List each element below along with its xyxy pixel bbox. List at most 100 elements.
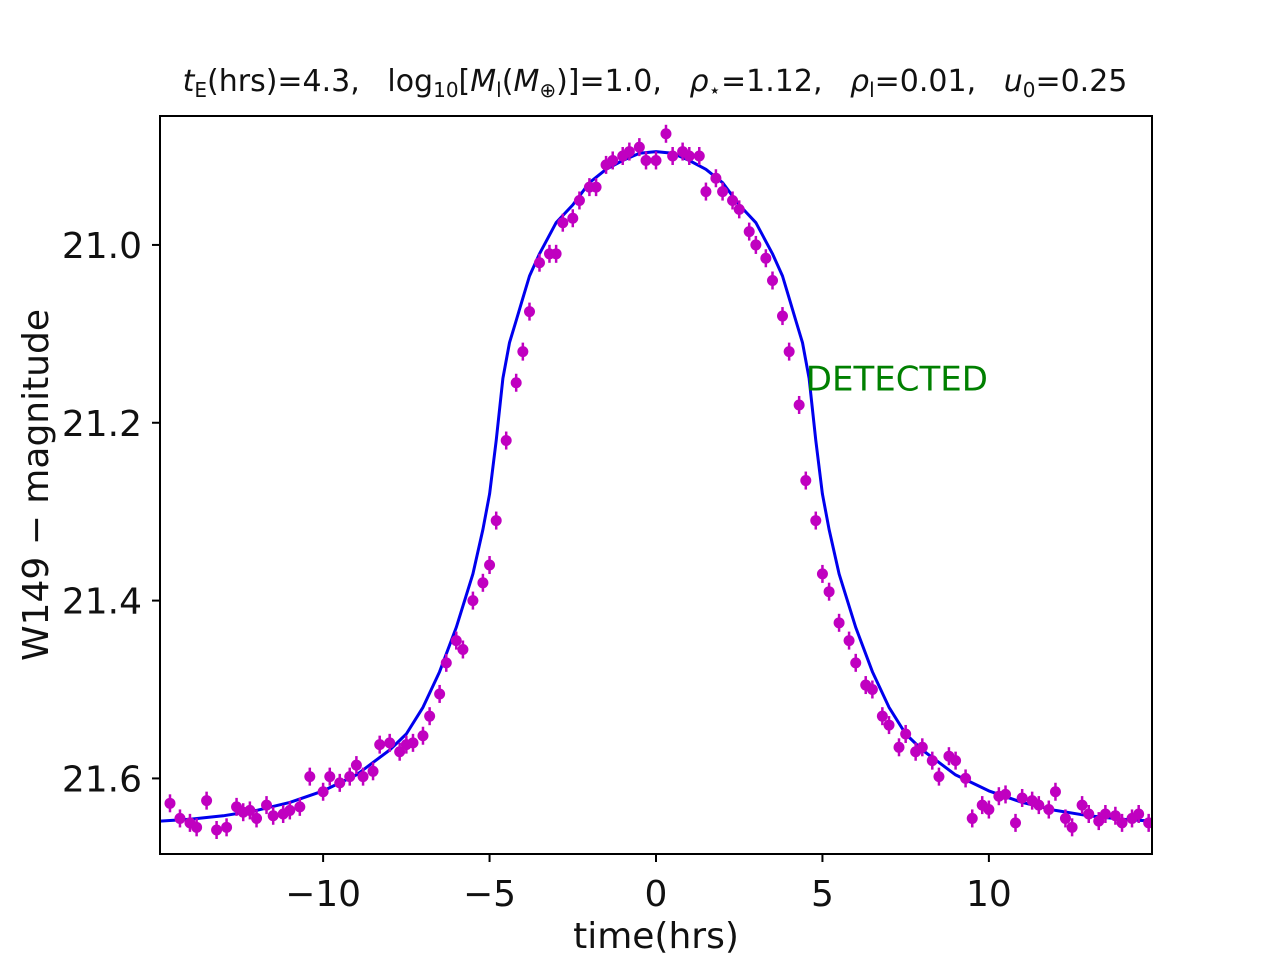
data-point (916, 738, 928, 757)
data-point (500, 431, 512, 450)
data-point (1109, 806, 1121, 825)
point-marker (533, 257, 545, 269)
plot-area (160, 124, 1152, 839)
data-point (793, 395, 805, 414)
point-marker (876, 710, 888, 722)
point-marker (926, 755, 938, 767)
data-point (440, 653, 452, 672)
chart-title: tE(hrs)=4.3, log10[Ml(M⊕)]=1.0, ρ⋆=1.12,… (183, 64, 1128, 102)
point-marker (883, 719, 895, 731)
data-point (517, 342, 529, 361)
data-point (693, 147, 705, 166)
data-point (524, 302, 536, 321)
point-marker (211, 824, 223, 836)
x-tick-label: −5 (463, 874, 516, 915)
point-marker (191, 821, 203, 833)
data-point (457, 640, 469, 659)
point-marker (776, 310, 788, 322)
data-point (783, 342, 795, 361)
point-marker (201, 795, 213, 807)
data-point (717, 182, 729, 201)
data-point (650, 151, 662, 170)
point-marker (1083, 808, 1095, 820)
point-marker (367, 765, 379, 777)
point-marker (823, 586, 835, 598)
data-point (760, 249, 772, 268)
data-point (510, 373, 522, 392)
data-point (800, 471, 812, 490)
point-marker (567, 212, 579, 224)
data-point (467, 591, 479, 610)
point-marker (623, 146, 635, 158)
data-point (357, 767, 369, 786)
point-marker (750, 239, 762, 251)
point-marker (590, 181, 602, 193)
data-point (407, 733, 419, 752)
point-marker (261, 799, 273, 811)
point-marker (950, 755, 962, 767)
data-point (833, 613, 845, 632)
point-marker (573, 194, 585, 206)
data-point (557, 213, 569, 232)
x-tick-label: 10 (966, 874, 1012, 915)
data-point (211, 820, 223, 839)
point-marker (550, 248, 562, 260)
point-marker (683, 150, 695, 162)
data-point (933, 767, 945, 786)
data-point (843, 631, 855, 650)
point-marker (164, 797, 176, 809)
y-tick-label: 21.4 (62, 582, 142, 623)
data-point (261, 796, 273, 815)
point-marker (350, 759, 362, 771)
data-point (926, 751, 938, 770)
data-point (1076, 796, 1088, 815)
point-marker (1049, 786, 1061, 798)
x-tick-label: 5 (811, 874, 834, 915)
point-marker (1059, 812, 1071, 824)
data-point (966, 809, 978, 828)
point-marker (477, 577, 489, 589)
data-point (434, 684, 446, 703)
data-point (367, 762, 379, 781)
point-marker (767, 274, 779, 286)
point-marker (733, 203, 745, 215)
data-point (477, 573, 489, 592)
point-marker (490, 515, 502, 527)
data-point (1133, 804, 1145, 823)
data-point (1010, 813, 1022, 832)
point-marker (650, 154, 662, 166)
data-point (484, 556, 496, 575)
point-marker (607, 154, 619, 166)
data-point (733, 200, 745, 219)
data-point (334, 773, 346, 792)
data-point (1093, 812, 1105, 831)
point-marker (667, 150, 679, 162)
point-marker (334, 777, 346, 789)
point-marker (251, 812, 263, 824)
y-axis-label: W149 − magnitude (16, 309, 57, 661)
point-marker (783, 346, 795, 358)
point-marker (893, 741, 905, 753)
data-point (850, 653, 862, 672)
y-axis: 21.0 21.2 21.4 21.6 (62, 226, 160, 800)
point-marker (710, 172, 722, 184)
data-point (573, 191, 585, 210)
data-point (823, 582, 835, 601)
data-point (750, 235, 762, 254)
point-marker (267, 810, 279, 822)
point-marker (484, 559, 496, 571)
data-point (767, 271, 779, 290)
data-point (1066, 818, 1078, 837)
point-marker (457, 643, 469, 655)
data-point (1116, 813, 1128, 832)
point-marker (800, 475, 812, 487)
data-point (816, 564, 828, 583)
data-point (950, 751, 962, 770)
data-point (776, 307, 788, 326)
point-marker (1109, 810, 1121, 822)
data-point (893, 738, 905, 757)
data-point (1143, 813, 1152, 832)
point-marker (700, 186, 712, 198)
data-point (567, 209, 579, 228)
